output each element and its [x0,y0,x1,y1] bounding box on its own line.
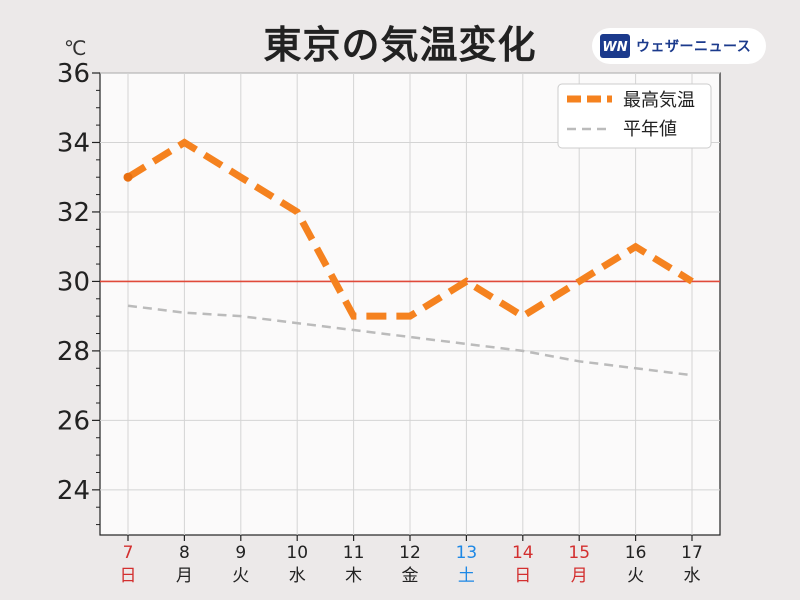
x-tick-weekday-label: 水 [684,566,701,586]
x-tick-day-label: 8 [179,543,190,563]
x-tick-weekday-label: 土 [458,566,475,586]
y-tick-label: 24 [57,476,90,506]
chart-title: 東京の気温変化 [263,23,537,67]
legend-label-max-temp: 最高気温 [623,90,695,111]
y-tick-label: 30 [57,267,90,297]
x-tick-day-label: 14 [512,543,534,563]
svg-text:WN: WN [602,40,627,55]
y-tick-label: 36 [57,59,90,89]
x-tick-weekday-label: 月 [571,566,588,586]
x-tick-weekday-label: 金 [402,566,419,586]
x-tick-day-label: 17 [681,543,703,563]
y-tick-label: 28 [57,337,90,367]
weathernews-logo: WN ウェザーニュース [592,28,766,64]
x-tick-day-label: 13 [456,543,478,563]
x-tick-weekday-label: 火 [627,566,644,586]
x-tick-day-label: 10 [286,543,308,563]
x-tick-weekday-label: 月 [176,566,193,586]
x-tick-day-label: 16 [625,543,647,563]
y-tick-label: 34 [57,128,90,158]
x-tick-day-label: 11 [343,543,365,563]
legend-label-normal: 平年値 [623,119,677,140]
y-tick-label: 32 [57,198,90,228]
x-tick-weekday-label: 日 [514,566,531,586]
y-tick-label: 26 [57,406,90,436]
logo-text: ウェザーニュース [636,39,752,55]
wn-logo-icon: WN [600,34,630,58]
x-tick-weekday-label: 木 [345,566,362,586]
series-line-normal [127,304,693,377]
unit-label: ℃ [64,36,87,60]
x-tick-day-label: 12 [399,543,421,563]
x-tick-day-label: 15 [568,543,590,563]
x-tick-day-label: 7 [123,543,134,563]
x-tick-weekday-label: 火 [232,566,249,586]
x-tick-day-label: 9 [235,543,246,563]
max-temp-start-marker [123,172,133,182]
x-tick-weekday-label: 水 [289,566,306,586]
x-tick-weekday-label: 日 [120,566,137,586]
